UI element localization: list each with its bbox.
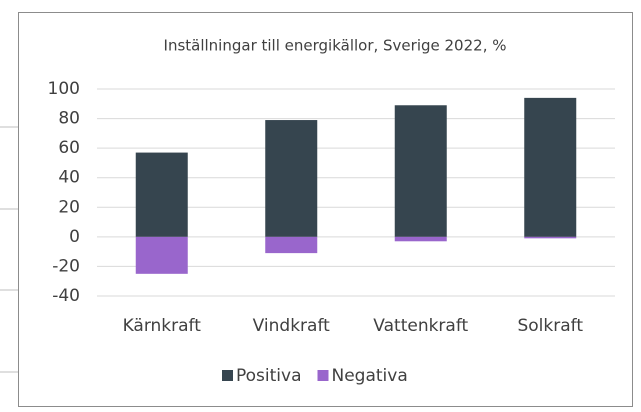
bar bbox=[524, 97, 577, 237]
y-tick-label: 20 bbox=[58, 197, 80, 217]
x-tick-label: Solkraft bbox=[517, 316, 583, 336]
y-tick-label: -40 bbox=[52, 286, 80, 306]
y-tick-label: 40 bbox=[58, 168, 80, 188]
x-tick-label: Vattenkraft bbox=[373, 316, 468, 336]
legend-swatch bbox=[222, 370, 233, 381]
bar bbox=[524, 236, 577, 239]
bar bbox=[265, 120, 318, 237]
y-tick-label: 80 bbox=[58, 109, 80, 129]
x-tick-label: Vindkraft bbox=[253, 316, 330, 336]
y-tick-label: 0 bbox=[69, 227, 80, 247]
y-tick-label: 100 bbox=[48, 79, 80, 99]
bar bbox=[394, 236, 447, 242]
y-tick-label: -20 bbox=[52, 256, 80, 276]
legend-label: Negativa bbox=[332, 366, 408, 386]
legend-label: Positiva bbox=[236, 366, 302, 386]
bar bbox=[394, 105, 447, 237]
y-tick-label: 60 bbox=[58, 138, 80, 158]
chart-title: Inställningar till energikällor, Sverige… bbox=[164, 37, 507, 55]
bar bbox=[265, 236, 318, 254]
x-tick-label: Kärnkraft bbox=[123, 316, 202, 336]
bar bbox=[135, 236, 188, 274]
legend-swatch bbox=[317, 370, 329, 381]
bar bbox=[135, 152, 188, 237]
